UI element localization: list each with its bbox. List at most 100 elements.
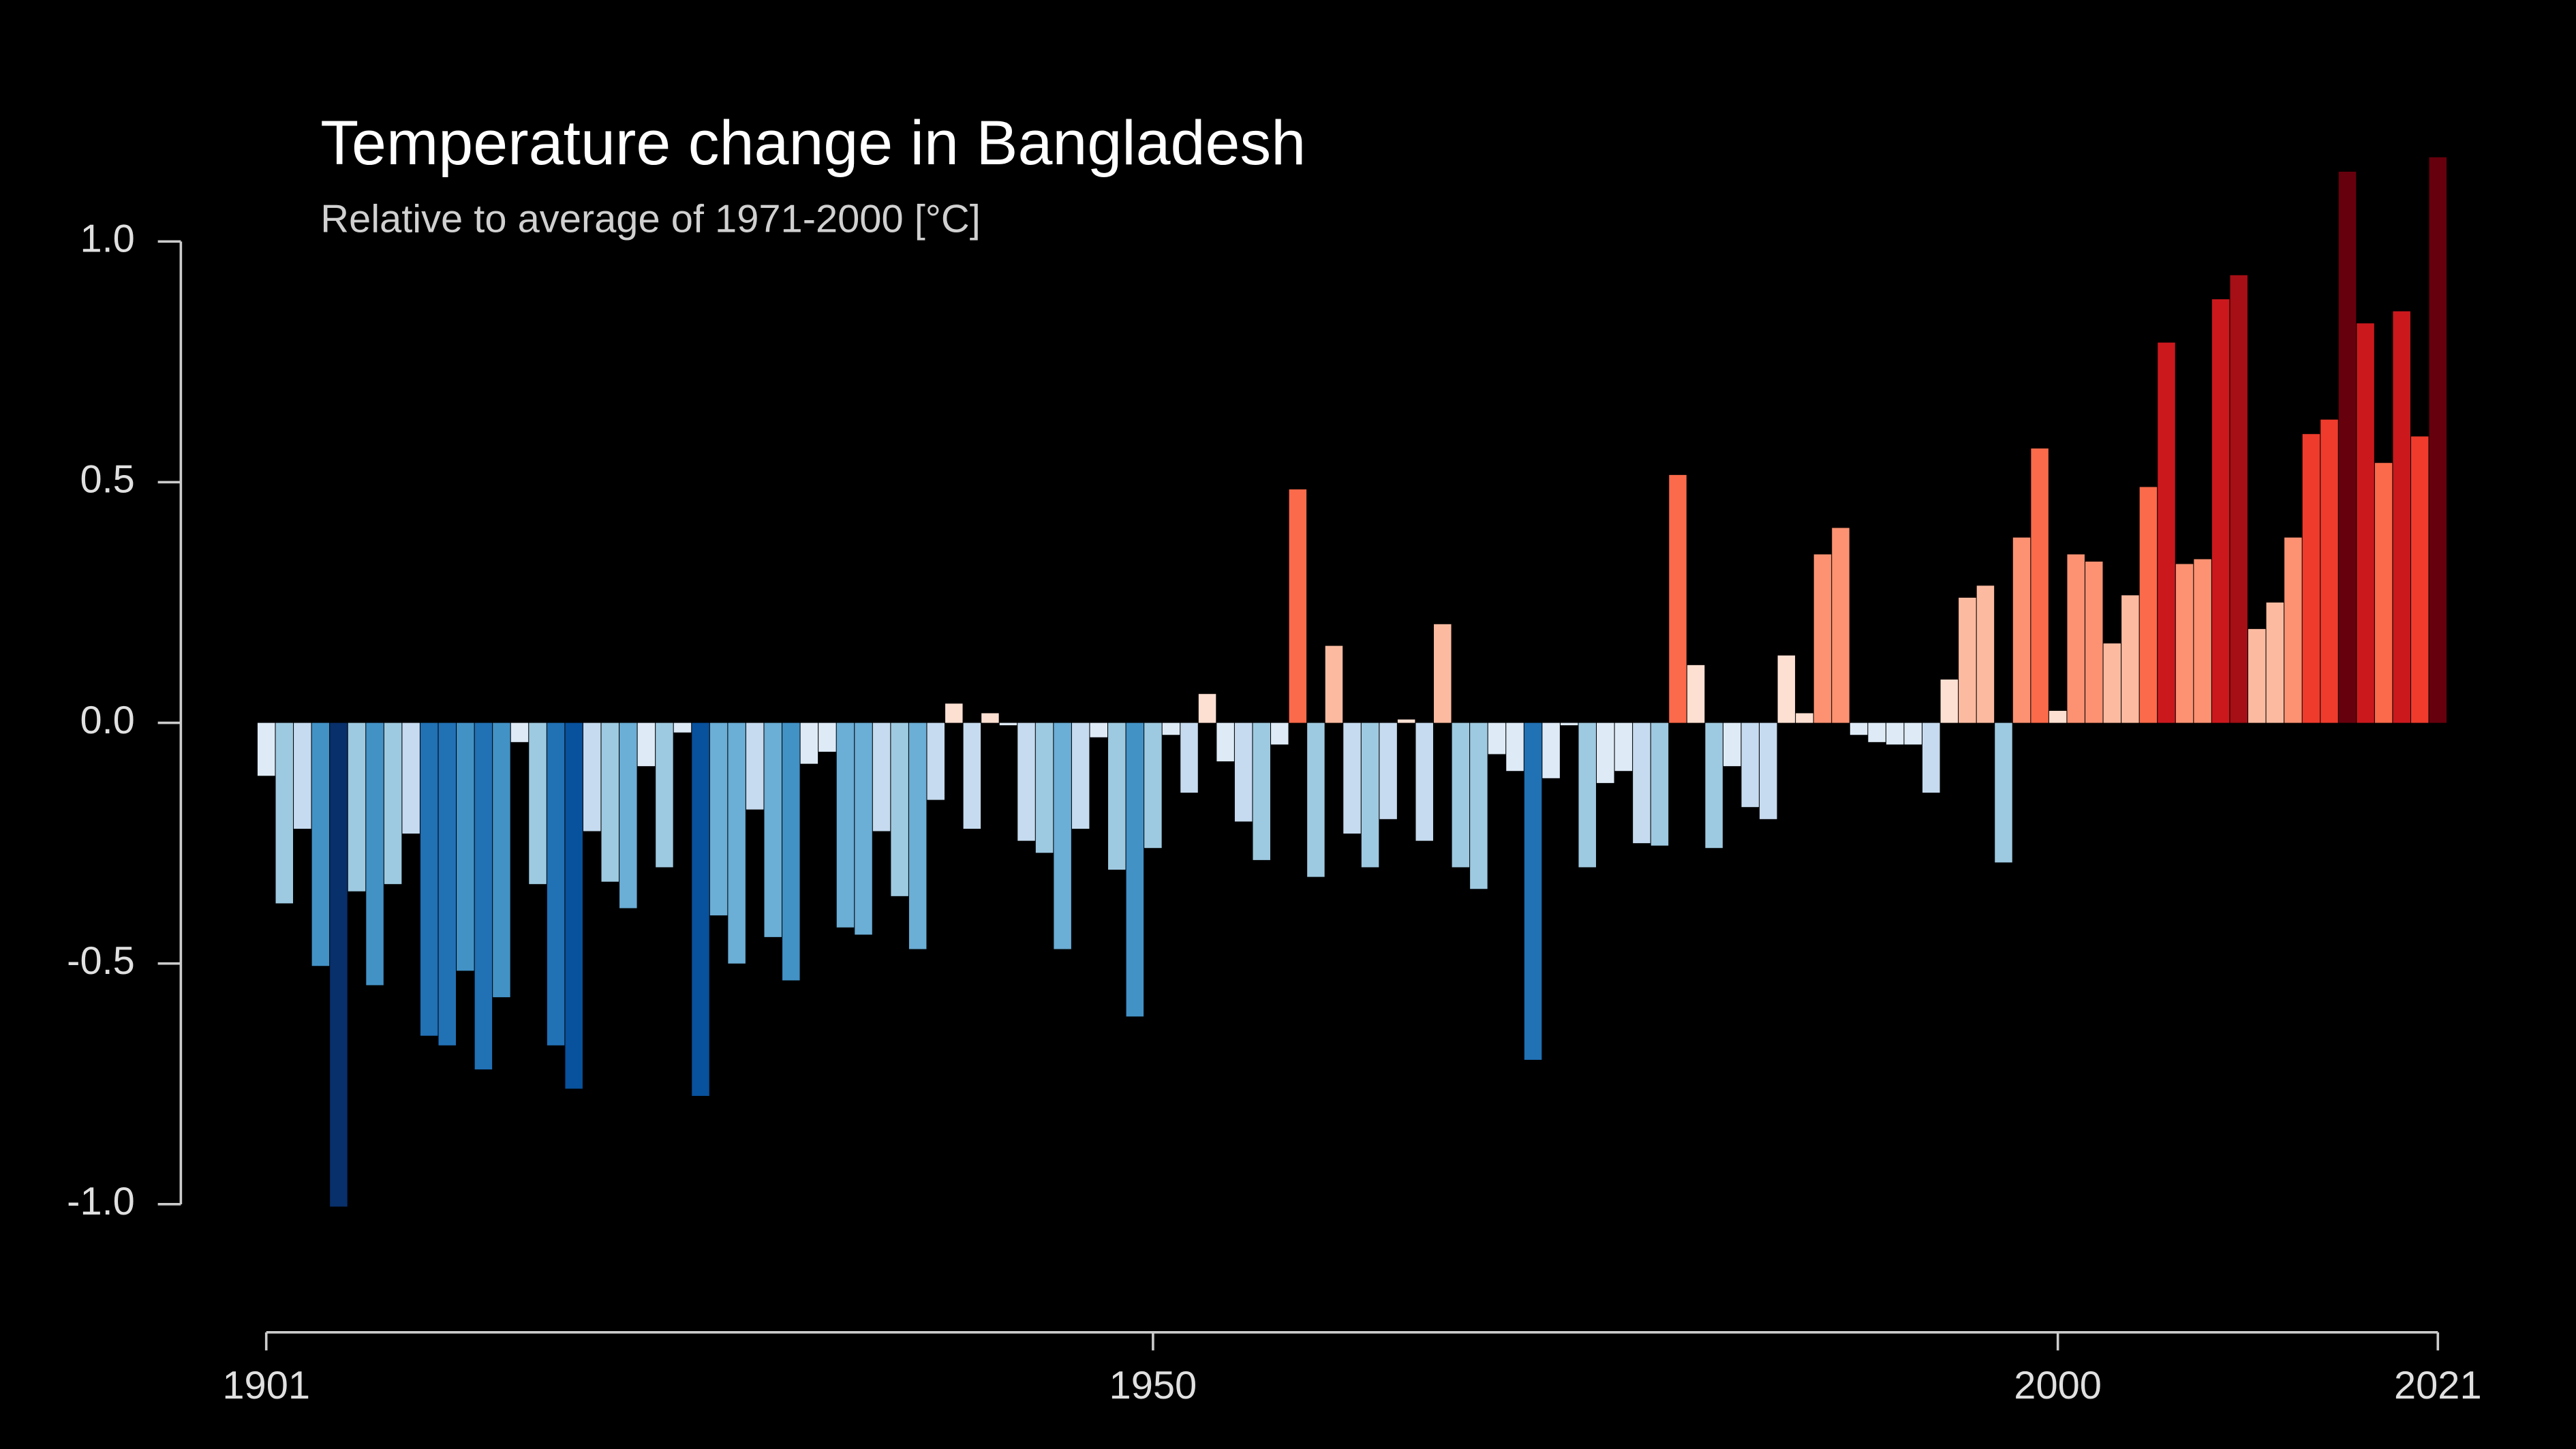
bar [1922,722,1940,793]
bar [348,722,366,891]
bar [2158,342,2175,723]
bar [1777,655,1796,723]
bar [2393,311,2410,723]
bar [1560,722,1578,726]
bar [1090,722,1107,737]
chart-title: Temperature change in Bangladesh [320,108,1306,178]
bar [945,703,963,723]
bar [1741,722,1759,808]
bar [1253,722,1270,860]
x-tick-label: 2000 [2014,1364,2102,1407]
bar [1452,722,1470,868]
bar [275,722,294,904]
bar [1289,489,1307,723]
bar [1198,694,1216,723]
bar [981,713,999,723]
bar [257,722,275,776]
bar [510,722,529,742]
bar [1760,722,1777,819]
bar [2103,643,2121,723]
bar [1578,722,1596,868]
bar [294,722,311,829]
bar [1071,722,1090,829]
bar [656,722,673,868]
bar [2248,628,2266,723]
bar [583,722,601,832]
bar [330,722,348,1207]
x-tick-label: 1950 [1109,1364,1197,1407]
bar [1216,722,1234,762]
bar [529,722,547,885]
bar [709,722,728,916]
y-tick-label: 0.5 [80,458,134,502]
bar [2411,436,2429,723]
bar [1651,722,1669,846]
bar [1633,722,1651,844]
y-tick-label: 1.0 [80,217,134,261]
bar [457,722,474,971]
bar [366,722,384,986]
bar [728,722,746,964]
x-tick-label: 2021 [2394,1364,2482,1407]
bar [384,722,402,885]
bar [1832,528,1850,723]
y-tick-label: 0.0 [80,699,134,742]
bar [2067,554,2085,723]
bar [2429,157,2447,723]
bar [746,722,764,810]
bar [2139,487,2158,723]
bar [2175,564,2194,723]
bar [474,722,493,1070]
bar [692,722,709,1096]
bar [402,722,420,834]
bar [963,722,981,829]
bar [1995,722,2012,863]
bar [2085,561,2103,723]
bar [1705,722,1723,849]
bar [908,722,927,949]
bar [1669,474,1687,723]
bar [2230,275,2248,723]
bar [1361,722,1379,868]
bar [2266,603,2284,723]
bar [2031,448,2049,723]
bar [1397,719,1415,723]
bar [836,722,855,928]
bar [2374,463,2393,723]
bar [1542,722,1560,778]
bar [1959,597,1976,723]
bar [2357,323,2374,723]
bar [1940,680,1959,723]
bar [1017,722,1035,841]
bar [1723,722,1741,767]
bar [999,722,1017,726]
x-tick-label: 1901 [222,1364,310,1407]
bar [2284,537,2302,723]
bar [1868,722,1886,742]
bar [565,722,583,1089]
bar [2121,595,2139,723]
bar [1850,722,1868,735]
bar [1434,624,1452,723]
bar [800,722,818,764]
bar [2012,537,2031,723]
bar [420,722,438,1036]
bar [818,722,836,752]
chart-subtitle: Relative to average of 1971-2000 [°C] [320,198,981,241]
bar [872,722,891,832]
bar [764,722,782,937]
bar [637,722,656,767]
bar [547,722,565,1046]
y-tick-label: -1.0 [67,1180,135,1223]
bar [1796,713,1813,723]
bar [673,722,692,733]
bar [1597,722,1614,783]
bar [1343,722,1361,834]
bar [438,722,457,1046]
bar [855,722,872,935]
bar [1488,722,1506,754]
bar [1325,645,1343,723]
bar [311,722,330,966]
